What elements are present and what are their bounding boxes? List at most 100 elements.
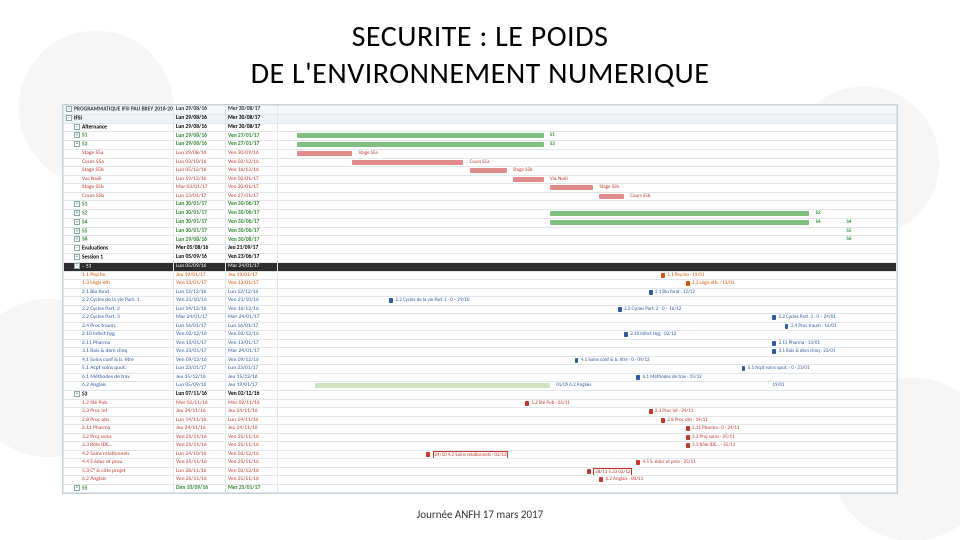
task-name[interactable]: +– S3 — [64, 262, 174, 271]
gantt-bar[interactable] — [550, 220, 810, 225]
task-name[interactable]: +S2 — [64, 209, 174, 218]
task-name[interactable]: 2.3 Proc inf — [64, 408, 174, 417]
gantt-bar[interactable] — [772, 341, 776, 346]
gantt-bar[interactable] — [686, 443, 690, 448]
gantt-bar[interactable] — [599, 194, 624, 199]
toggle-icon[interactable]: + — [74, 201, 80, 207]
task-name[interactable]: 2.2 Cycles Part. 3 — [64, 314, 174, 323]
gantt-bar[interactable] — [624, 332, 628, 337]
toggle-icon[interactable]: + — [74, 263, 80, 269]
task-name[interactable]: 4.4 S éduc et prou — [64, 459, 174, 468]
task-name[interactable]: 5.1 Acpt soins quot. — [64, 365, 174, 374]
task-name[interactable]: 5.3 C° & côte projet — [64, 467, 174, 476]
toggle-icon[interactable]: + — [74, 132, 80, 138]
toggle-icon[interactable]: + — [74, 391, 80, 397]
task-name[interactable]: +S5 — [64, 484, 174, 493]
gantt-bar[interactable] — [785, 324, 789, 329]
task-start: Lun 03/10/16 — [174, 158, 226, 167]
gantt-bar[interactable] — [587, 469, 591, 474]
gantt-bar[interactable] — [649, 409, 653, 414]
toggle-icon[interactable]: + — [74, 141, 80, 147]
toggle-icon[interactable]: − — [66, 115, 72, 121]
gantt-bar[interactable] — [470, 168, 507, 173]
task-name[interactable]: 6.2 Anglais — [64, 382, 174, 391]
task-name[interactable]: 1.1 Psycho — [64, 271, 174, 280]
row-u13: 1.3 Légis éthVen 13/01/17Ven 13/01/171.3… — [64, 280, 897, 289]
gantt-bar[interactable] — [772, 315, 776, 320]
task-name[interactable]: +S3 — [64, 141, 174, 150]
toggle-icon[interactable]: + — [74, 485, 80, 491]
task-name[interactable]: +S5 — [64, 227, 174, 236]
task-name[interactable]: 6.2 Anglais — [64, 476, 174, 485]
gantt-bar[interactable] — [686, 426, 690, 431]
task-name[interactable]: +S3 — [64, 390, 174, 399]
task-name[interactable]: 3.1 Rais & dém clinq — [64, 348, 174, 357]
task-name[interactable]: Stage S5b — [64, 184, 174, 193]
task-name[interactable]: 2.1 Bio fond — [64, 288, 174, 297]
task-name[interactable]: Cours S5b — [64, 192, 174, 201]
task-name[interactable]: −Alternance — [64, 123, 174, 132]
gantt-bar[interactable] — [686, 435, 690, 440]
task-name[interactable]: 4.1 Soins conf & b. être — [64, 356, 174, 365]
gantt-bar[interactable] — [661, 273, 665, 278]
gantt-bar[interactable] — [352, 160, 463, 165]
task-name[interactable]: 2.10 Infect hyg — [64, 331, 174, 340]
toggle-icon[interactable]: − — [74, 124, 80, 130]
task-name[interactable]: 4.2 Soins relationnels — [64, 450, 174, 459]
gantt-bar[interactable] — [550, 185, 593, 190]
gantt-bar[interactable] — [297, 142, 544, 147]
task-name[interactable]: 6.1 Méthodes de trav — [64, 373, 174, 382]
task-name[interactable]: −IFSI — [64, 114, 174, 123]
row-u32: 3.2 Proj soinsVen 25/11/16Ven 25/11/163.… — [64, 433, 897, 442]
gantt-bar[interactable] — [636, 375, 640, 380]
task-name[interactable]: Stage S5b — [64, 167, 174, 176]
gantt-bar[interactable] — [772, 349, 776, 354]
gantt-bar[interactable] — [649, 290, 653, 295]
task-name[interactable]: +S1 — [64, 201, 174, 210]
gantt-bar[interactable] — [661, 418, 665, 423]
toggle-icon[interactable]: + — [74, 254, 80, 260]
task-name[interactable]: 1.3 Légis éth — [64, 280, 174, 289]
task-name[interactable]: −Evaluations — [64, 245, 174, 254]
gantt-bar[interactable] — [297, 151, 353, 156]
toggle-icon[interactable]: − — [74, 245, 80, 251]
task-gantt-cell: Cours S5b — [278, 192, 897, 201]
task-name[interactable]: +Session 1 — [64, 254, 174, 263]
task-name[interactable]: +S4 — [64, 218, 174, 227]
task-name[interactable]: 3.3 Rôle IDE… — [64, 442, 174, 451]
task-name[interactable]: Vac Noël — [64, 175, 174, 184]
gantt-bar[interactable] — [315, 383, 550, 388]
task-end: Ven 02/12/16 — [226, 331, 278, 340]
gantt-bar[interactable] — [297, 133, 544, 138]
collapse-icon[interactable]: − — [66, 106, 72, 112]
task-name[interactable]: +S6 — [64, 236, 174, 245]
toggle-icon[interactable]: + — [74, 228, 80, 234]
gantt-bar[interactable] — [618, 307, 622, 312]
task-name[interactable]: 2.11 Pharma — [64, 339, 174, 348]
toggle-icon[interactable]: + — [74, 236, 80, 242]
gantt-bar[interactable] — [389, 298, 393, 303]
task-name[interactable]: Cours S5a — [64, 158, 174, 167]
task-name[interactable]: +S1 — [64, 132, 174, 141]
task-name[interactable]: 2.4 Proc traum. — [64, 322, 174, 331]
toggle-icon[interactable]: + — [74, 219, 80, 225]
task-name[interactable]: 2.11 Pharma — [64, 425, 174, 434]
row-u12: 1.2 Sté PubMer 02/11/16Mer 02/11/161.2 S… — [64, 399, 897, 408]
gantt-bar[interactable] — [525, 401, 529, 406]
task-name[interactable]: 2.8 Proc obs — [64, 416, 174, 425]
gantt-bar[interactable] — [575, 358, 579, 363]
gantt-bar[interactable] — [742, 366, 746, 371]
task-name[interactable]: Stage S5a — [64, 150, 174, 159]
task-name[interactable]: 2.2 Cycles de la vie Part. 1 — [64, 297, 174, 306]
gantt-bar[interactable] — [686, 281, 690, 286]
gantt-bar[interactable] — [550, 211, 810, 216]
task-end: Lun 12/12/16 — [226, 288, 278, 297]
task-name[interactable]: 1.2 Sté Pub — [64, 399, 174, 408]
gantt-bar[interactable] — [513, 177, 544, 182]
task-name[interactable]: 3.2 Proj soins — [64, 433, 174, 442]
gantt-bar[interactable] — [636, 460, 640, 465]
gantt-bar[interactable] — [426, 452, 430, 457]
toggle-icon[interactable]: + — [74, 210, 80, 216]
gantt-bar[interactable] — [599, 477, 603, 482]
task-name[interactable]: 2.2 Cycles Part. 2 — [64, 305, 174, 314]
